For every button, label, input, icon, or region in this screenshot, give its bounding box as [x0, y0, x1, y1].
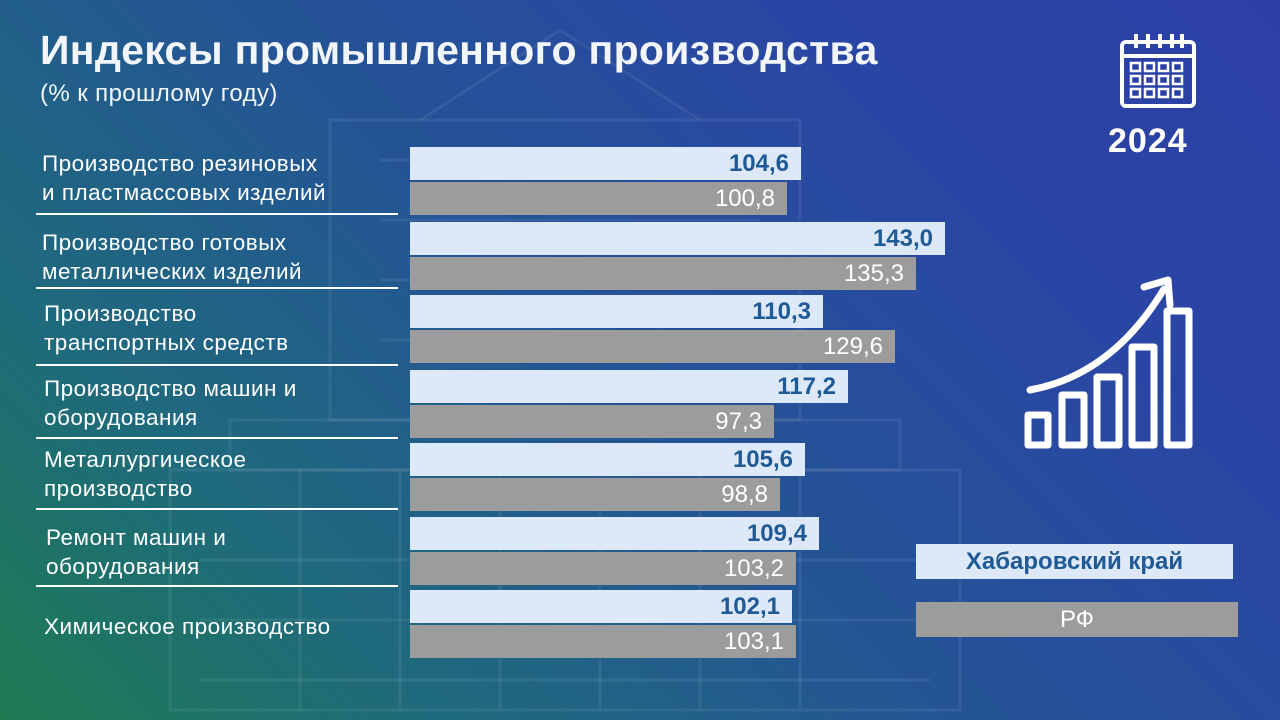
- row-separator: [36, 508, 398, 510]
- bar-rf: 135,3: [410, 257, 916, 290]
- bar-rf: 100,8: [410, 182, 787, 215]
- bar-region: 104,6: [410, 147, 801, 180]
- year-label: 2024: [1108, 122, 1188, 160]
- bar-rf: 129,6: [410, 330, 895, 363]
- bar-rf: 103,2: [410, 552, 796, 585]
- category-label-metallurgy: Металлургическое производство: [44, 447, 247, 501]
- bar-region: 102,1: [410, 590, 792, 623]
- legend-region: Хабаровский край: [916, 544, 1233, 579]
- bar-region: 105,6: [410, 443, 805, 476]
- row-separator: [36, 585, 398, 587]
- calendar-icon: [1120, 34, 1196, 108]
- growth-chart-icon: [1024, 276, 1193, 449]
- bar-rf: 98,8: [410, 478, 780, 511]
- bar-region: 110,3: [410, 295, 823, 328]
- bar-rf: 103,1: [410, 625, 796, 658]
- row-separator: [36, 287, 398, 289]
- category-label-machinery: Производство машин и оборудования: [44, 376, 297, 430]
- page-subtitle: (% к прошлому году): [40, 80, 278, 107]
- row-separator: [36, 364, 398, 366]
- row-separator: [36, 437, 398, 439]
- category-label-chemical: Химическое производство: [44, 614, 331, 639]
- bar-region: 143,0: [410, 222, 945, 255]
- category-label-rubber-plastic: Производство резиновых и пластмассовых и…: [42, 151, 327, 205]
- bar-rf: 97,3: [410, 405, 774, 438]
- bar-region: 109,4: [410, 517, 819, 550]
- category-label-transport: Производство транспортных средств: [44, 301, 289, 355]
- category-label-metal-products: Производство готовых металлических издел…: [42, 230, 303, 284]
- bar-region: 117,2: [410, 370, 848, 403]
- legend-rf: РФ: [916, 602, 1238, 637]
- category-label-machine-repair: Ремонт машин и оборудования: [46, 525, 227, 579]
- row-separator: [36, 213, 398, 215]
- page-title: Индексы промышленного производства: [40, 27, 878, 73]
